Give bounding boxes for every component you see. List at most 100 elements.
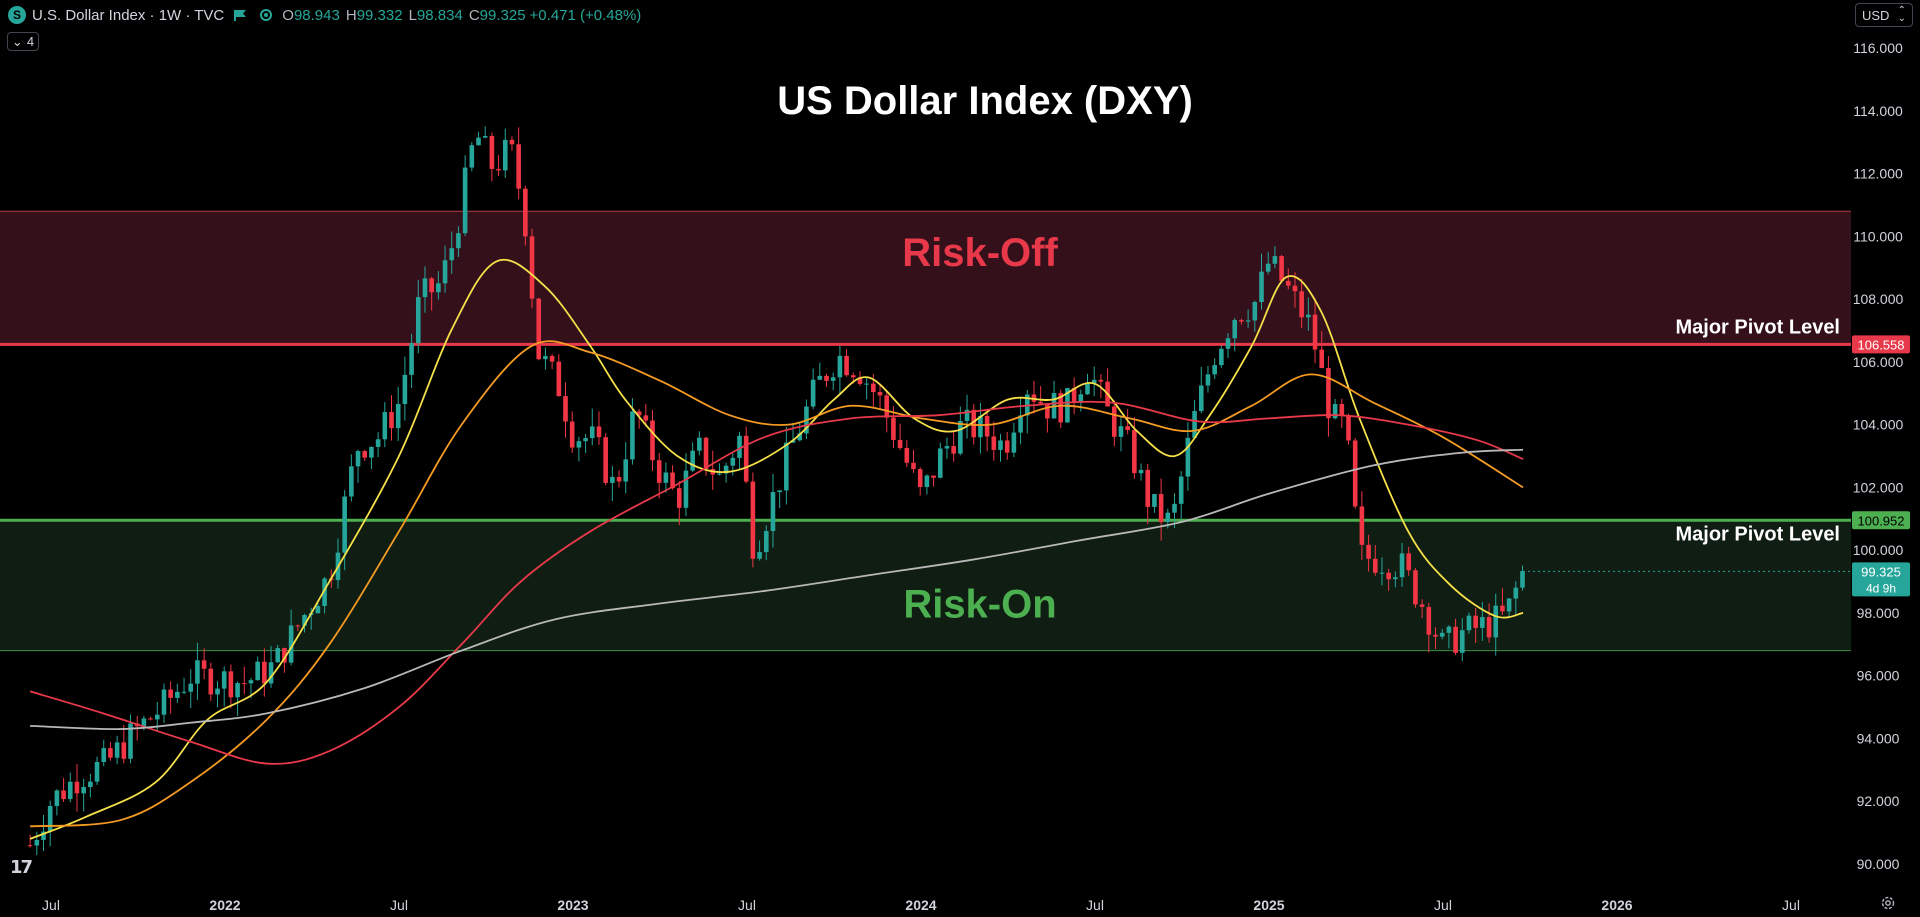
candle-body bbox=[871, 383, 876, 393]
candle-body bbox=[108, 748, 113, 758]
candle-body bbox=[690, 450, 695, 471]
candle-body bbox=[636, 411, 642, 416]
candle-body bbox=[1085, 383, 1090, 395]
candle-body bbox=[623, 459, 629, 482]
candle-body bbox=[1500, 605, 1505, 612]
candle-body bbox=[442, 260, 448, 284]
candle-body bbox=[897, 439, 903, 448]
indicators-toggle-button[interactable]: ⌄ 4 bbox=[7, 32, 39, 51]
candle-body bbox=[536, 298, 542, 360]
candle-body bbox=[101, 748, 107, 762]
y-tick-label: 104.000 bbox=[1853, 417, 1904, 433]
axes-layer: 116.000 114.000 112.000 110.000 108.000 106.0… bbox=[42, 40, 1910, 913]
y-tick-label: 102.000 bbox=[1853, 479, 1904, 495]
x-tick-label: Jul bbox=[1434, 897, 1452, 913]
x-tick-label: Jul bbox=[1086, 897, 1104, 913]
candle-body bbox=[1506, 598, 1512, 612]
candle-body bbox=[978, 415, 983, 438]
candle-body bbox=[415, 297, 421, 344]
symbol-title[interactable]: U.S. Dollar Index · 1W · TVC bbox=[32, 6, 225, 24]
candle-body bbox=[228, 671, 234, 698]
candle-body bbox=[1426, 607, 1432, 635]
candle-body bbox=[549, 356, 555, 362]
candle-body bbox=[282, 648, 287, 663]
candle-body bbox=[516, 144, 521, 189]
ma-line-10 bbox=[29, 258, 1524, 840]
candle-body bbox=[195, 660, 200, 684]
pivot-price-text: 100.952 bbox=[1858, 513, 1905, 528]
candle-body bbox=[496, 168, 501, 171]
candle-body bbox=[1413, 570, 1418, 605]
candle-body bbox=[1118, 426, 1124, 437]
zone-risk-off bbox=[0, 211, 1851, 345]
candle-body bbox=[1379, 572, 1385, 574]
candle-body bbox=[790, 440, 796, 443]
gear-icon[interactable] bbox=[1880, 895, 1896, 911]
candle-body bbox=[429, 278, 434, 293]
candle-body bbox=[349, 466, 354, 497]
last-price-badge bbox=[1852, 562, 1910, 597]
candle-body bbox=[1098, 379, 1104, 382]
candle-body bbox=[215, 688, 220, 695]
candle-body bbox=[603, 437, 608, 483]
candle-body bbox=[1486, 617, 1492, 638]
candle-body bbox=[610, 476, 615, 483]
candle-body bbox=[576, 441, 582, 448]
candle-body bbox=[168, 689, 173, 698]
candle-body bbox=[523, 188, 528, 237]
candle-body bbox=[991, 436, 997, 450]
chart-title: US Dollar Index (DXY) bbox=[777, 79, 1193, 123]
x-tick-label: 2024 bbox=[905, 897, 936, 913]
candle-body bbox=[917, 469, 923, 487]
candle-body bbox=[1292, 285, 1298, 292]
candle-body bbox=[770, 492, 776, 532]
ohlc-key: C bbox=[468, 6, 480, 24]
candle-body bbox=[844, 355, 849, 376]
candle-body bbox=[737, 435, 742, 458]
candle-body bbox=[1285, 280, 1291, 286]
ma-line-200 bbox=[30, 448, 1524, 730]
candle-body bbox=[94, 761, 100, 782]
candle-body bbox=[449, 248, 455, 261]
candle-body bbox=[1372, 558, 1378, 573]
candle-body bbox=[964, 409, 970, 421]
candle-body bbox=[375, 439, 381, 447]
candle-body bbox=[1299, 291, 1304, 318]
flag-icon[interactable] bbox=[234, 9, 248, 22]
indicator-count: 4 bbox=[26, 34, 35, 49]
candle-body bbox=[489, 135, 495, 169]
x-tick-label: 2022 bbox=[209, 897, 240, 913]
candle-body bbox=[342, 496, 347, 553]
annotation-layer: Risk-Off Risk-On Major Pivot Level Major Pi… bbox=[777, 79, 1840, 626]
tradingview-logo[interactable]: 17 bbox=[10, 857, 33, 878]
pivot-price-badge bbox=[1852, 335, 1910, 354]
pivot-price-badge bbox=[1852, 511, 1910, 530]
candle-body bbox=[583, 438, 588, 442]
symbol-logo[interactable]: S bbox=[8, 6, 26, 24]
candle-body bbox=[877, 392, 883, 396]
candle-body bbox=[1346, 415, 1351, 441]
candle-body bbox=[27, 845, 33, 847]
currency-select[interactable]: USD ⌃ ⌄ bbox=[1855, 3, 1913, 27]
symbol-header: S U.S. Dollar Index · 1W · TVC O98.943 H9… bbox=[8, 5, 645, 25]
ohlc-value: 98.834 bbox=[416, 6, 463, 24]
candle-body bbox=[589, 426, 595, 439]
candle-body bbox=[1326, 368, 1331, 419]
candle-body bbox=[857, 377, 863, 384]
zone-risk-on bbox=[0, 520, 1851, 651]
candle-body bbox=[1272, 256, 1278, 264]
candle-body bbox=[1045, 403, 1050, 419]
candle-body bbox=[596, 426, 602, 438]
market-status-icon[interactable] bbox=[260, 9, 273, 21]
ohlc-value: 99.325 bbox=[479, 6, 526, 24]
ohlc-key: O bbox=[282, 6, 294, 24]
price-change: +0.471 (+0.48%) bbox=[529, 6, 642, 24]
candle-body bbox=[67, 781, 73, 800]
zone-layer bbox=[0, 210, 1851, 652]
currency-label: USD bbox=[1862, 7, 1890, 23]
y-tick-label: 94.000 bbox=[1857, 730, 1900, 746]
candle-body bbox=[469, 145, 475, 168]
candle-body bbox=[1453, 626, 1458, 653]
candle-body bbox=[1439, 632, 1445, 637]
